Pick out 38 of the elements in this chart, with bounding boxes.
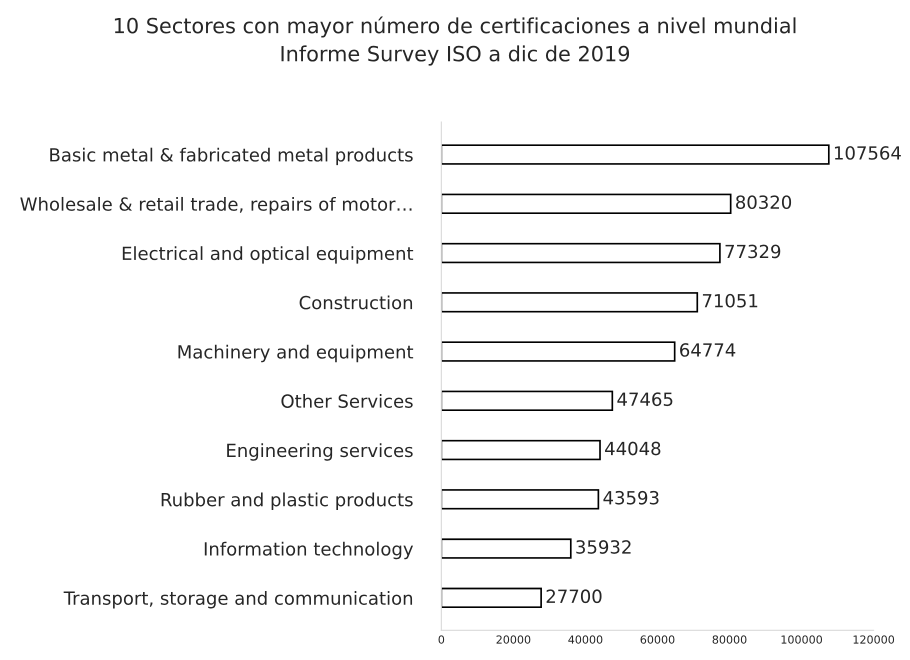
y-tick-label: Other Services xyxy=(281,394,413,408)
bar xyxy=(441,489,600,510)
x-tick-label: 0 xyxy=(438,635,444,644)
x-tick-label: 120000 xyxy=(854,635,894,644)
data-label: 80320 xyxy=(736,195,792,210)
data-label: 27700 xyxy=(546,589,602,604)
bar xyxy=(441,440,601,460)
bar xyxy=(441,390,614,412)
x-tick-label: 60000 xyxy=(640,635,674,644)
y-tick-label: Information technology xyxy=(204,542,414,560)
bar xyxy=(441,538,572,559)
data-label: 64774 xyxy=(680,343,736,357)
x-tick-label: 20000 xyxy=(496,635,530,644)
chart-title: 10 Sectores con mayor número de certificaciones a nivel mundial Informe Survey ISO a dic de 2019 xyxy=(114,16,796,66)
y-tick-label: Wholesale & retail trade, repairs of motor… xyxy=(20,196,412,214)
bar xyxy=(441,341,676,362)
data-label: 44048 xyxy=(605,442,660,456)
x-tick-label: 80000 xyxy=(712,635,746,644)
bar xyxy=(441,242,721,264)
data-label: 107564 xyxy=(834,146,901,160)
data-label: 35932 xyxy=(576,540,631,554)
y-tick-label: Rubber and plastic products xyxy=(162,492,413,510)
y-tick-label: Electrical and optical equipment xyxy=(122,246,414,264)
y-tick-label: Construction xyxy=(300,295,412,310)
y-tick-label: Engineering services xyxy=(227,443,413,461)
bar xyxy=(441,588,542,608)
bar xyxy=(441,144,830,165)
y-tick-label: Machinery and equipment xyxy=(178,344,414,362)
data-label: 77329 xyxy=(726,244,780,258)
bar xyxy=(441,292,698,313)
data-label: 43593 xyxy=(603,490,659,505)
y-tick-label: Basic metal & fabricated metal products xyxy=(50,148,413,166)
x-tick-label: 100000 xyxy=(782,635,822,644)
x-tick-label: 40000 xyxy=(568,635,602,644)
data-label: 47465 xyxy=(617,392,672,406)
bar xyxy=(441,194,732,214)
data-label: 71051 xyxy=(702,294,758,308)
y-tick-label: Transport, storage and communication xyxy=(64,590,412,608)
